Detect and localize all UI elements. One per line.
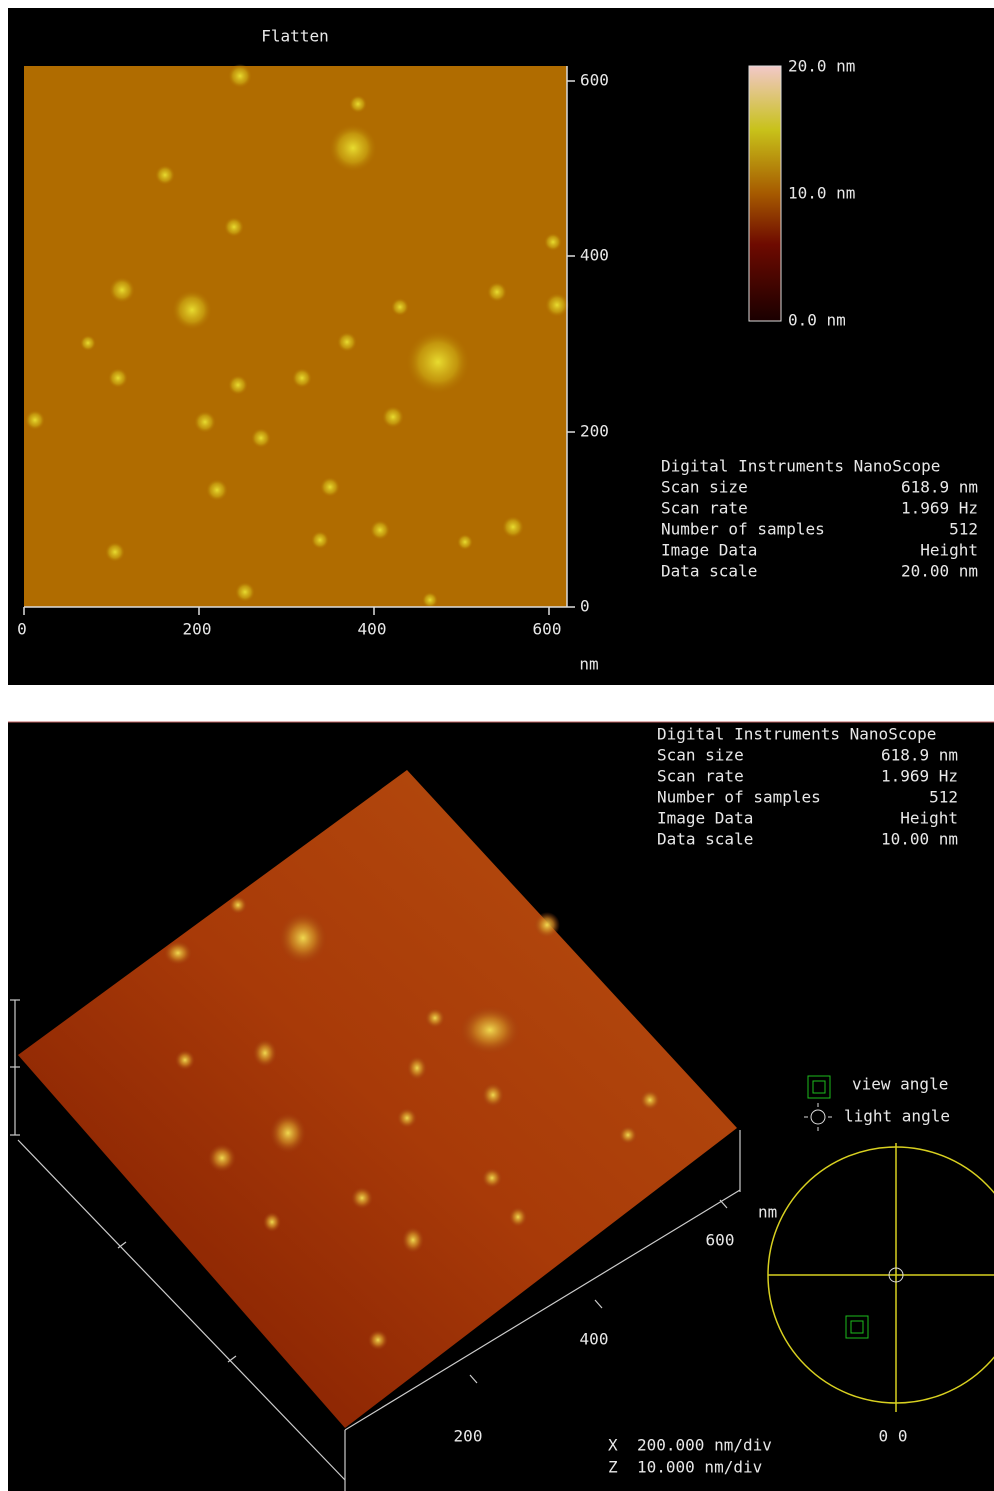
x-tick-label: 600 bbox=[533, 620, 562, 639]
info-label: Number of samples bbox=[657, 788, 821, 807]
scale-value: 10.000 nm/div bbox=[637, 1458, 762, 1477]
title: Flatten bbox=[261, 27, 328, 46]
x-tick-label: 400 bbox=[358, 620, 387, 639]
info-value: 1.969 Hz bbox=[901, 499, 978, 518]
info-value: 20.00 nm bbox=[901, 562, 978, 581]
axis-unit: nm bbox=[758, 1203, 777, 1222]
x-tick-label: 0 bbox=[17, 620, 27, 639]
legend-label: view angle bbox=[852, 1075, 948, 1094]
info-label: Scan size bbox=[661, 478, 748, 497]
colorbar-label: 10.0 nm bbox=[788, 184, 855, 203]
scale-axis: X bbox=[608, 1436, 618, 1455]
page: Flatten 600 400 200 0 0 200 400 600 nm 2… bbox=[0, 0, 994, 1491]
screenshot: Flatten 600 400 200 0 0 200 400 600 nm 2… bbox=[0, 0, 994, 1491]
info-value: 618.9 nm bbox=[901, 478, 978, 497]
axis-unit: nm bbox=[579, 655, 598, 674]
y-tick-label: 600 bbox=[580, 71, 609, 90]
info-value: Height bbox=[900, 809, 958, 828]
angle-readout: 0 0 bbox=[879, 1427, 908, 1446]
info-heading: Digital Instruments NanoScope bbox=[661, 457, 940, 476]
axis-tick-label: 200 bbox=[454, 1427, 483, 1446]
info-label: Data scale bbox=[661, 562, 757, 581]
info-label: Scan rate bbox=[657, 767, 744, 786]
info-heading: Digital Instruments NanoScope bbox=[657, 725, 936, 744]
scale-axis: Z bbox=[608, 1458, 618, 1477]
info-label: Scan rate bbox=[661, 499, 748, 518]
colorbar-label: 20.0 nm bbox=[788, 57, 855, 76]
y-tick-label: 0 bbox=[580, 597, 590, 616]
info-value: 512 bbox=[949, 520, 978, 539]
info-label: Number of samples bbox=[661, 520, 825, 539]
info-value: 512 bbox=[929, 788, 958, 807]
info-value: Height bbox=[920, 541, 978, 560]
info-value: 618.9 nm bbox=[881, 746, 958, 765]
info-value: 1.969 Hz bbox=[881, 767, 958, 786]
info-label: Image Data bbox=[657, 809, 753, 828]
info-label: Image Data bbox=[661, 541, 757, 560]
height-image bbox=[24, 66, 567, 607]
y-tick-label: 400 bbox=[580, 246, 609, 265]
colorbar-label: 0.0 nm bbox=[788, 311, 846, 330]
axis-tick-label: 600 bbox=[706, 1231, 735, 1250]
x-tick-label: 200 bbox=[183, 620, 212, 639]
info-label: Scan size bbox=[657, 746, 744, 765]
colorbar bbox=[749, 66, 781, 321]
info-value: 10.00 nm bbox=[881, 830, 958, 849]
scale-value: 200.000 nm/div bbox=[637, 1436, 772, 1455]
legend-label: light angle bbox=[844, 1107, 950, 1126]
y-tick-label: 200 bbox=[580, 422, 609, 441]
info-label: Data scale bbox=[657, 830, 753, 849]
axis-tick-label: 400 bbox=[580, 1330, 609, 1349]
